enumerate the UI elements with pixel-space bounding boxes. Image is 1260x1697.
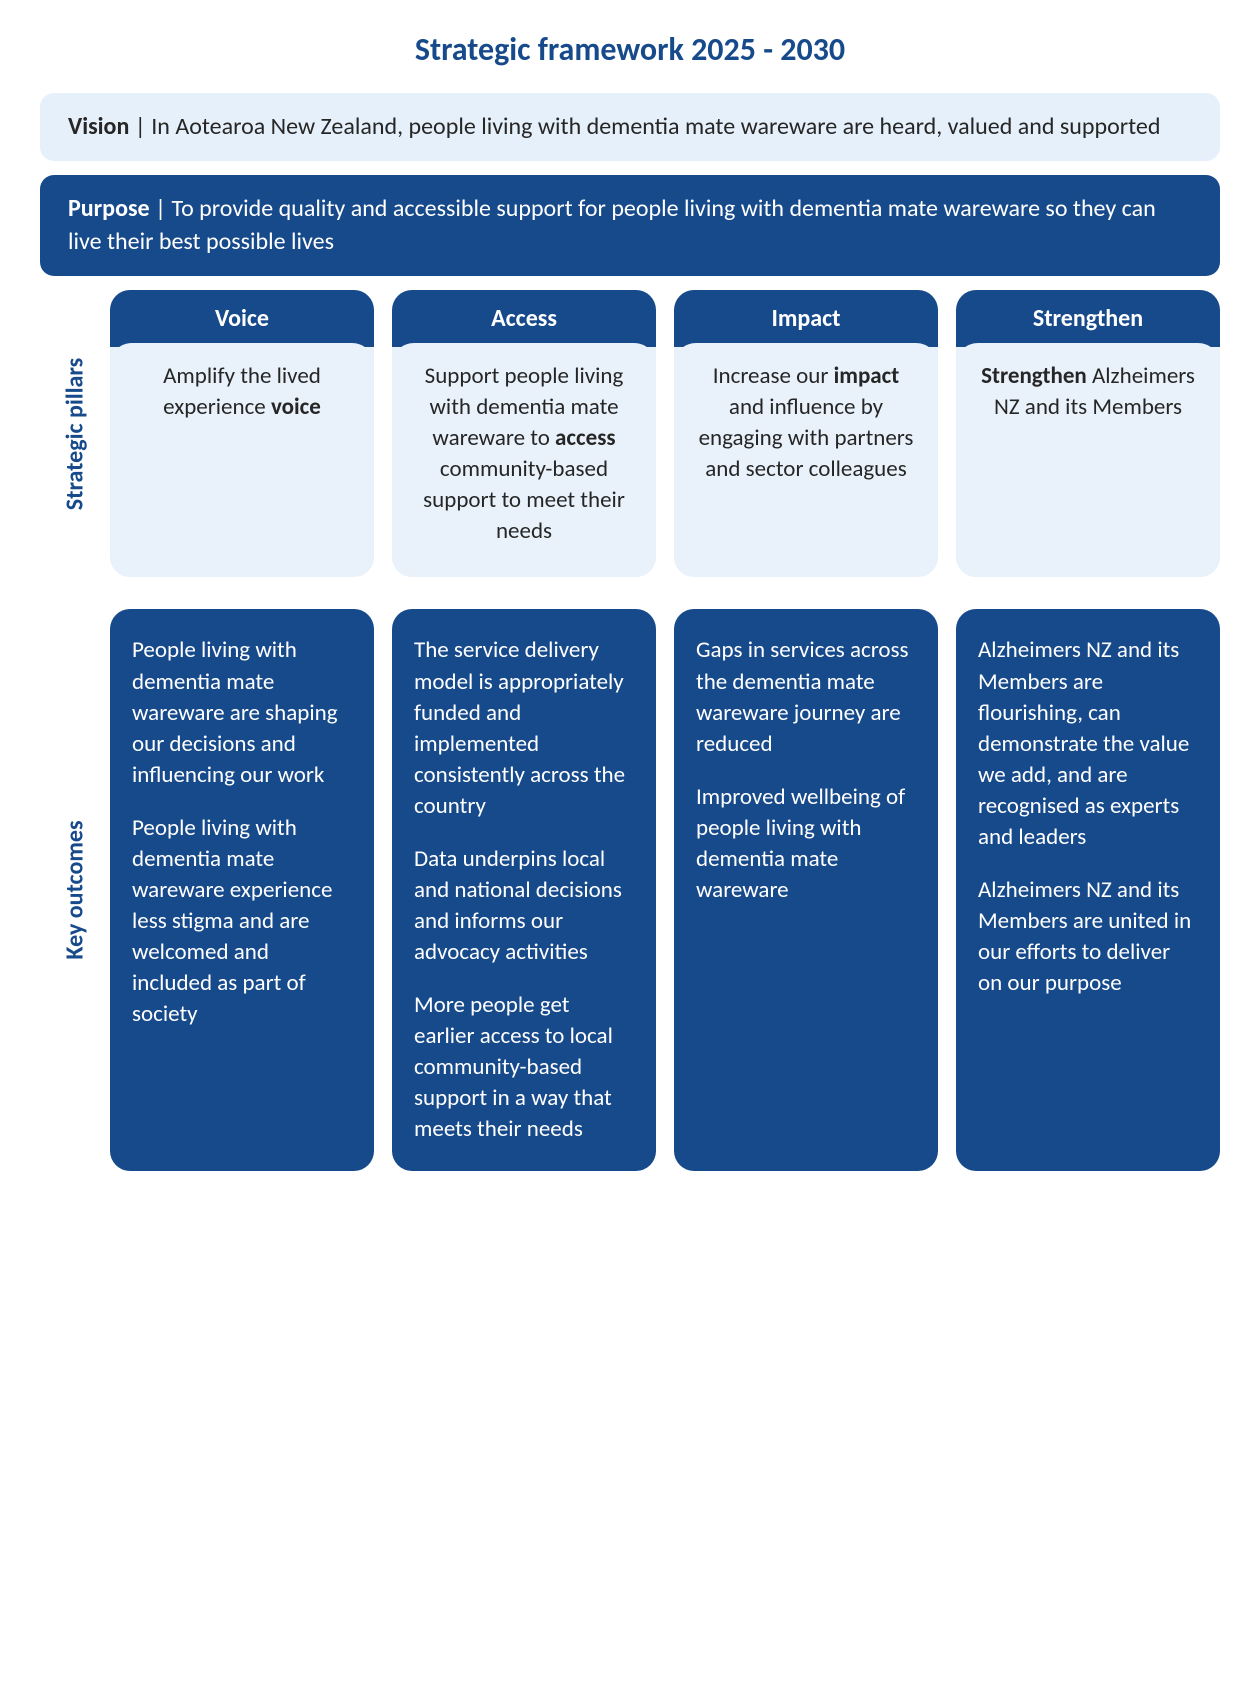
pillar-body-bold: access bbox=[555, 424, 616, 452]
pillar-body-bold: voice bbox=[271, 393, 321, 421]
outcome-card-strengthen: Alzheimers NZ and its Members are flouri… bbox=[956, 609, 1220, 1171]
pillar-header: Voice bbox=[110, 290, 374, 347]
pillar-header: Access bbox=[392, 290, 656, 347]
pillar-header: Strengthen bbox=[956, 290, 1220, 347]
side-label-outcomes: Key outcomes bbox=[40, 609, 110, 1171]
outcome-para: Data underpins local and national decisi… bbox=[414, 844, 634, 968]
pillar-header: Impact bbox=[674, 290, 938, 347]
pillar-card-strengthen: Strengthen Strengthen Alzheimers NZ and … bbox=[956, 290, 1220, 577]
pillar-body-bold: impact bbox=[834, 362, 900, 390]
outcome-card-access: The service delivery model is appropriat… bbox=[392, 609, 656, 1171]
outcome-para: Improved wellbeing of people living with… bbox=[696, 782, 916, 906]
outcome-para: Gaps in services across the dementia mat… bbox=[696, 635, 916, 759]
purpose-sep: | bbox=[150, 194, 172, 223]
vision-text: In Aotearoa New Zealand, people living w… bbox=[151, 112, 1160, 141]
outcome-card-impact: Gaps in services across the dementia mat… bbox=[674, 609, 938, 1171]
outcome-para: People living with dementia mate warewar… bbox=[132, 635, 352, 790]
purpose-text: To provide quality and accessible suppor… bbox=[68, 194, 1156, 255]
vision-banner: Vision | In Aotearoa New Zealand, people… bbox=[40, 93, 1220, 161]
pillar-body-bold: Strengthen bbox=[981, 362, 1087, 390]
pillars-section: Strategic pillars Voice Amplify the live… bbox=[40, 290, 1220, 577]
pillar-body: Increase our impact and influence by eng… bbox=[674, 343, 938, 577]
outcomes-section: Key outcomes People living with dementia… bbox=[40, 609, 1220, 1171]
vision-sep: | bbox=[129, 112, 151, 141]
purpose-banner: Purpose | To provide quality and accessi… bbox=[40, 175, 1220, 276]
outcome-para: Alzheimers NZ and its Members are flouri… bbox=[978, 635, 1198, 852]
pillar-card-access: Access Support people living with dement… bbox=[392, 290, 656, 577]
outcome-para: The service delivery model is appropriat… bbox=[414, 635, 634, 821]
pillar-body: Amplify the lived experience voice bbox=[110, 343, 374, 577]
side-label-pillars-text: Strategic pillars bbox=[61, 358, 90, 510]
outcomes-columns: People living with dementia mate warewar… bbox=[110, 609, 1220, 1171]
pillar-card-voice: Voice Amplify the lived experience voice bbox=[110, 290, 374, 577]
pillar-body: Support people living with dementia mate… bbox=[392, 343, 656, 577]
pillar-body: Strengthen Alzheimers NZ and its Members bbox=[956, 343, 1220, 577]
side-label-outcomes-text: Key outcomes bbox=[61, 821, 90, 960]
page-title: Strategic framework 2025 - 2030 bbox=[40, 30, 1220, 69]
vision-label: Vision bbox=[68, 112, 129, 141]
outcome-para: Alzheimers NZ and its Members are united… bbox=[978, 875, 1198, 999]
outcome-para: People living with dementia mate warewar… bbox=[132, 813, 352, 1030]
outcome-card-voice: People living with dementia mate warewar… bbox=[110, 609, 374, 1171]
pillar-body-pre: Increase our bbox=[713, 362, 834, 390]
pillars-columns: Voice Amplify the lived experience voice… bbox=[110, 290, 1220, 577]
pillar-body-post: community-based support to meet their ne… bbox=[423, 455, 625, 545]
side-label-pillars: Strategic pillars bbox=[40, 290, 110, 577]
outcome-para: More people get earlier access to local … bbox=[414, 990, 634, 1145]
pillar-card-impact: Impact Increase our impact and influence… bbox=[674, 290, 938, 577]
pillar-body-post: and influence by engaging with partners … bbox=[699, 393, 914, 483]
purpose-label: Purpose bbox=[68, 194, 150, 223]
